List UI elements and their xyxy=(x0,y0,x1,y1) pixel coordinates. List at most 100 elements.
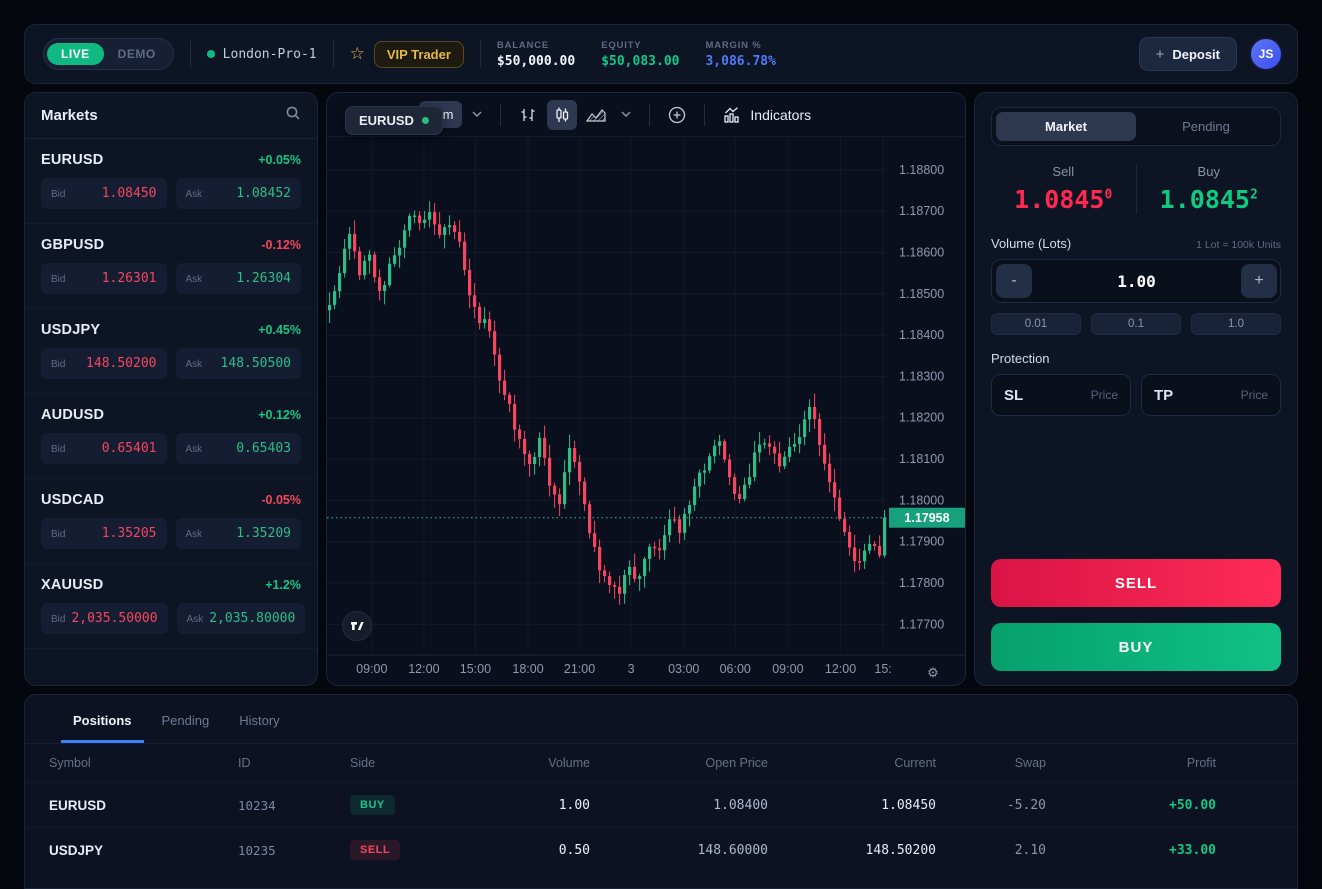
market-list-item[interactable]: GBPUSD -0.12% Bid 1.26301 Ask 1.26304 xyxy=(25,224,317,309)
position-profit: +50.00 xyxy=(1169,797,1216,813)
area-chart-type-icon[interactable] xyxy=(581,100,611,130)
buy-button[interactable]: BUY xyxy=(991,623,1281,671)
bar-chart-type-icon[interactable] xyxy=(513,100,543,130)
sl-label: SL xyxy=(1004,386,1024,404)
divider xyxy=(649,103,651,126)
bid-quote-button[interactable]: Bid 2,035.50000 xyxy=(41,603,168,634)
volume-label: Volume (Lots) xyxy=(991,236,1072,251)
svg-text:09:00: 09:00 xyxy=(772,662,803,676)
svg-text:12:00: 12:00 xyxy=(825,662,856,676)
order-panel: Market Pending Sell 1.08450 Buy 1.08452 … xyxy=(974,92,1298,686)
demo-toggle[interactable]: DEMO xyxy=(117,47,156,61)
position-symbol: EURUSD xyxy=(49,797,107,813)
ask-price: 1.35209 xyxy=(236,526,291,541)
chart-symbol-badge[interactable]: EURUSD xyxy=(345,106,443,135)
svg-text:1.18200: 1.18200 xyxy=(899,411,944,425)
positions-panel: Positions Pending History Symbol ID Side… xyxy=(24,694,1298,889)
col-side: Side xyxy=(350,756,376,770)
account-mode-toggle[interactable]: LIVE DEMO xyxy=(43,38,174,70)
sl-price-input[interactable] xyxy=(1058,388,1118,402)
volume-increase-button[interactable]: + xyxy=(1241,264,1277,298)
bid-price: 1.08450 xyxy=(101,186,157,201)
position-current-price: 148.50200 xyxy=(865,842,936,858)
bid-quote-button[interactable]: Bid 1.26301 xyxy=(41,263,167,294)
tab-pending-orders[interactable]: Pending xyxy=(161,713,210,728)
market-list-item[interactable]: USDCAD -0.05% Bid 1.35205 Ask 1.35209 xyxy=(25,479,317,564)
tab-history[interactable]: History xyxy=(239,713,280,728)
add-symbol-icon[interactable] xyxy=(662,100,692,130)
table-row[interactable]: USDJPY 10235 SELL 0.50 148.60000 148.502… xyxy=(25,827,1297,872)
tradingview-logo[interactable] xyxy=(342,611,372,641)
ask-label: Ask xyxy=(185,529,203,540)
market-list-item[interactable]: AUDUSD +0.12% Bid 0.65401 Ask 0.65403 xyxy=(25,394,317,479)
balance-label: BALANCE xyxy=(496,39,549,51)
bid-price: 0.65401 xyxy=(101,441,157,456)
candlestick-chart[interactable]: 1.18800 1.18700 1.18600 1.18500 1.18400 1.183… xyxy=(327,137,965,685)
side-badge: SELL xyxy=(350,840,401,860)
position-open-price: 1.08400 xyxy=(713,797,768,813)
bid-quote-button[interactable]: Bid 1.08450 xyxy=(41,178,167,209)
chart-type-dropdown-chevron-icon[interactable] xyxy=(615,109,637,120)
bid-quote-button[interactable]: Bid 0.65401 xyxy=(41,433,167,464)
market-list-item[interactable]: USDJPY +0.45% Bid 148.50200 Ask 148.5050… xyxy=(25,309,317,394)
markets-sidebar: Markets EURUSD +0.05% Bid 1.08450 Ask 1.… xyxy=(24,92,318,686)
tab-pending[interactable]: Pending xyxy=(1182,119,1230,134)
market-list-item[interactable]: EURUSD +0.05% Bid 1.08450 Ask 1.08452 xyxy=(25,139,317,224)
position-open-price: 148.60000 xyxy=(697,842,768,858)
ask-quote-button[interactable]: Ask 148.50500 xyxy=(175,348,301,379)
col-swap: Swap xyxy=(1014,756,1046,770)
position-swap: 2.10 xyxy=(1014,842,1046,858)
bid-quote-button[interactable]: Bid 148.50200 xyxy=(41,348,167,379)
sell-price: 1.08450 xyxy=(1014,185,1113,214)
timeframe-dropdown-chevron-icon[interactable] xyxy=(466,109,488,120)
bid-label: Bid xyxy=(51,614,66,625)
market-symbol: GBPUSD xyxy=(41,237,105,253)
bid-quote-button[interactable]: Bid 1.35205 xyxy=(41,518,167,549)
sell-price-block[interactable]: Sell 1.08450 xyxy=(991,164,1136,214)
table-row[interactable]: EURUSD 10234 BUY 1.00 1.08400 1.08450 -5… xyxy=(25,782,1297,827)
ask-quote-button[interactable]: Ask 1.35209 xyxy=(175,518,301,549)
market-symbol: AUDUSD xyxy=(41,407,105,423)
volume-preset-001[interactable]: 0.01 xyxy=(991,313,1081,335)
volume-stepper: - + xyxy=(991,259,1281,303)
candlestick-chart-type-icon[interactable] xyxy=(547,99,578,130)
ask-price: 148.50500 xyxy=(220,356,291,371)
position-symbol: USDJPY xyxy=(49,842,104,858)
market-change: -0.05% xyxy=(261,493,301,507)
ask-price: 2,035.80000 xyxy=(209,611,296,626)
buy-label: Buy xyxy=(1197,164,1220,179)
tp-price-input[interactable] xyxy=(1208,388,1268,402)
market-symbol: USDJPY xyxy=(41,322,101,338)
market-list-item[interactable]: XAUUSD +1.2% Bid 2,035.50000 Ask 2,035.8… xyxy=(25,564,317,649)
sell-button[interactable]: SELL xyxy=(991,559,1281,607)
margin-value: 3,086.78% xyxy=(705,53,776,69)
ask-label: Ask xyxy=(186,614,204,625)
ask-quote-button[interactable]: Ask 1.08452 xyxy=(175,178,301,209)
volume-input[interactable] xyxy=(1032,271,1241,291)
indicators-button[interactable]: Indicators xyxy=(717,102,817,127)
volume-preset-10[interactable]: 1.0 xyxy=(1191,313,1281,335)
position-side: SELL xyxy=(350,840,440,860)
volume-preset-01[interactable]: 0.1 xyxy=(1091,313,1181,335)
ask-label: Ask xyxy=(185,359,203,370)
divider xyxy=(479,41,481,67)
ask-quote-button[interactable]: Ask 2,035.80000 xyxy=(176,603,306,634)
market-change: -0.12% xyxy=(261,238,301,252)
search-icon[interactable] xyxy=(285,105,301,126)
buy-price-block[interactable]: Buy 1.08452 xyxy=(1135,164,1282,214)
live-toggle[interactable]: LIVE xyxy=(47,43,104,65)
positions-tabs: Positions Pending History xyxy=(25,695,1297,744)
bid-label: Bid xyxy=(51,359,66,370)
market-symbol: USDCAD xyxy=(41,492,105,508)
protection-label: Protection xyxy=(991,351,1050,366)
tab-positions[interactable]: Positions xyxy=(61,709,144,743)
avatar[interactable]: JS xyxy=(1249,37,1283,71)
tab-market[interactable]: Market xyxy=(996,112,1136,141)
margin-label: MARGIN % xyxy=(705,39,762,51)
deposit-button[interactable]: + Deposit xyxy=(1138,37,1237,71)
favorite-star-icon[interactable]: ☆ xyxy=(349,44,365,63)
volume-decrease-button[interactable]: - xyxy=(996,264,1032,298)
ask-quote-button[interactable]: Ask 1.26304 xyxy=(175,263,301,294)
ask-quote-button[interactable]: Ask 0.65403 xyxy=(175,433,301,464)
divider xyxy=(704,103,706,126)
